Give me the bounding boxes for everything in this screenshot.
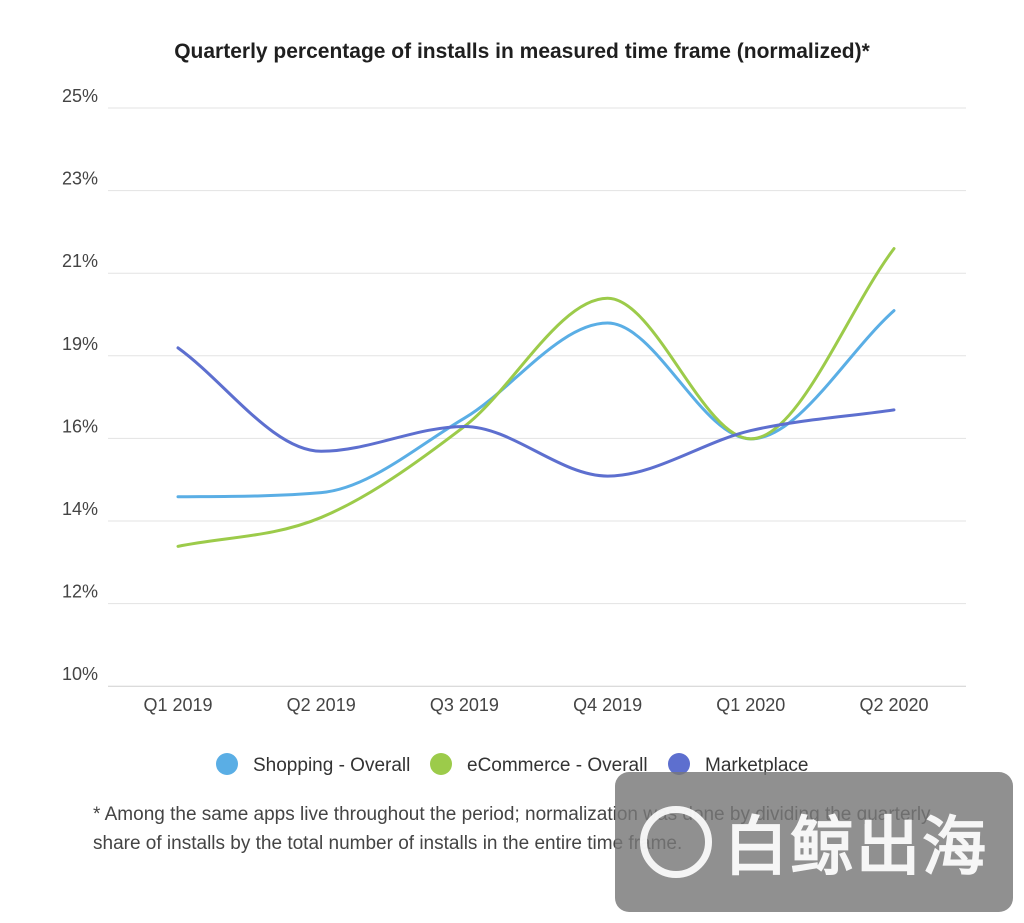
series-line-shopping-overall xyxy=(176,309,896,499)
x-tick-label: Q2 2020 xyxy=(859,695,928,715)
y-tick-label: 12% xyxy=(62,582,98,602)
legend-label-shopping-overall: Shopping - Overall xyxy=(253,755,410,776)
y-tick-label: 16% xyxy=(62,416,98,436)
chart-svg: Quarterly percentage of installs in meas… xyxy=(62,40,966,776)
y-tick-label: 25% xyxy=(62,86,98,106)
y-tick-label: 21% xyxy=(62,251,98,271)
series-layer xyxy=(176,247,896,548)
watermark-logo-icon xyxy=(640,806,712,878)
x-tick-label: Q1 2020 xyxy=(716,695,785,715)
y-tick-label: 23% xyxy=(62,169,98,189)
x-axis-ticks: Q1 2019 Q2 2019 Q3 2019 Q4 2019 Q1 2020 Q2 20… xyxy=(143,695,928,715)
grid-layer xyxy=(108,107,966,687)
chart-title: Quarterly percentage of installs in meas… xyxy=(174,40,870,63)
x-tick-label: Q1 2019 xyxy=(143,695,212,715)
watermark: 白鲸出海 xyxy=(615,772,1013,912)
y-tick-label: 10% xyxy=(62,664,98,684)
legend-marker-marketplace xyxy=(668,753,690,775)
watermark-text: 白鲸出海 xyxy=(724,811,988,885)
x-tick-label: Q4 2019 xyxy=(573,695,642,715)
legend: Shopping - Overall eCommerce - Overall Mar… xyxy=(216,753,809,776)
x-tick-label: Q2 2019 xyxy=(287,695,356,715)
legend-marker-shopping-overall xyxy=(216,753,238,775)
x-tick-label: Q3 2019 xyxy=(430,695,499,715)
y-tick-label: 14% xyxy=(62,499,98,519)
y-tick-label: 19% xyxy=(62,334,98,354)
series-line-ecommerce-overall xyxy=(176,247,896,548)
series-line-marketplace xyxy=(176,346,896,478)
legend-label-marketplace: Marketplace xyxy=(705,755,809,776)
legend-marker-ecommerce-overall xyxy=(430,753,452,775)
y-axis-ticks: 25% 23% 21% 19% 16% 14% 12% 10% xyxy=(62,86,98,684)
legend-label-ecommerce-overall: eCommerce - Overall xyxy=(467,755,648,776)
